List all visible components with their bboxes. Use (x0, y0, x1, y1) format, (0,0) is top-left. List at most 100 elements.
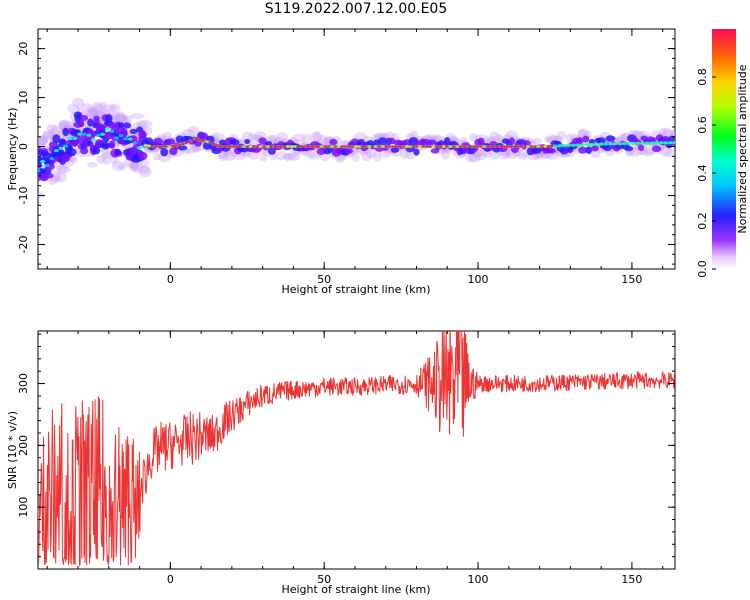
heatmap-halo (58, 121, 69, 130)
heatmap-peak (231, 145, 236, 148)
heatmap-core (90, 138, 96, 142)
heatmap-peak (529, 145, 534, 148)
heatmap-halo (138, 119, 153, 128)
heatmap-peak (177, 143, 182, 146)
heatmap-band (265, 140, 273, 147)
heatmap-peak (208, 141, 212, 144)
heatmap-band (144, 137, 154, 145)
heatmap-halo (287, 152, 301, 161)
heatmap-halo (102, 104, 117, 112)
heatmap-core (626, 141, 632, 146)
heatmap-band (79, 147, 89, 155)
heatmap-core (640, 141, 646, 145)
heatmap-core (552, 144, 558, 148)
heatmap-peak (319, 145, 324, 148)
heatmap-peak (147, 144, 151, 148)
heatmap-core (658, 141, 664, 145)
heatmap-band (596, 137, 606, 145)
spectrogram-panel: 0 50 100 150 -20 -10 0 10 20 Height of straight … (6, 28, 676, 296)
heatmap-halo (301, 133, 311, 143)
spectrogram-ylabel: Frequency (Hz) (6, 108, 19, 191)
heatmap-band (123, 122, 132, 129)
heatmap-peak (238, 145, 243, 148)
heatmap-halo (136, 120, 148, 128)
heatmap-halo (67, 103, 80, 114)
heatmap-halo (248, 132, 258, 142)
heatmap-peak (198, 138, 202, 142)
heatmap-halo (101, 147, 113, 157)
heatmap-band (651, 145, 662, 153)
heatmap-band (137, 151, 148, 161)
heatmap-halo (275, 151, 287, 161)
heatmap-band (165, 138, 176, 145)
heatmap-halo (565, 133, 574, 145)
heatmap-band (153, 137, 164, 146)
heatmap-halo (48, 178, 57, 185)
heatmap-band (230, 139, 240, 146)
heatmap-halo (276, 132, 289, 142)
snr-panel: 0 50 100 150 100 200 300 Height of straight li… (6, 330, 676, 596)
heatmap-core (49, 156, 55, 161)
heatmap-halo (98, 102, 108, 110)
heatmap-band (377, 137, 388, 146)
spectrogram-ytick-label: 0 (17, 143, 30, 150)
heatmap-core (654, 141, 660, 145)
heatmap-band (71, 138, 79, 147)
snr-xtick-label: 50 (317, 573, 331, 586)
heatmap-band (62, 127, 70, 137)
heatmap-band (591, 145, 599, 152)
heatmap-peak (245, 145, 250, 148)
heatmap-halo (130, 162, 140, 171)
heatmap-core (104, 127, 110, 131)
snr-series-line (38, 331, 675, 567)
heatmap-halo (305, 151, 315, 159)
heatmap-peak (411, 145, 415, 148)
heatmap-peak (485, 145, 490, 148)
heatmap-halo (38, 134, 50, 143)
heatmap-halo (96, 154, 106, 165)
heatmap-peak (336, 145, 341, 148)
heatmap-peak (374, 145, 378, 148)
heatmap-peak (194, 138, 199, 141)
heatmap-halo (259, 152, 268, 162)
heatmap-halo (548, 135, 562, 143)
heatmap-peak (435, 145, 439, 148)
heatmap-peak (326, 145, 331, 148)
heatmap-band (129, 128, 138, 135)
heatmap-halo (476, 152, 487, 161)
heatmap-band (160, 147, 169, 157)
heatmap-peak (431, 145, 436, 148)
heatmap-peak (201, 139, 206, 143)
heatmap-core (584, 143, 590, 147)
heatmap-peak (289, 145, 294, 148)
heatmap-peak (502, 145, 507, 148)
heatmap-core (672, 141, 675, 145)
heatmap-peak (235, 145, 239, 148)
heatmap-peak (546, 144, 551, 148)
heatmap-halo (312, 131, 322, 143)
heatmap-halo (117, 163, 127, 170)
heatmap-core (95, 133, 101, 137)
heatmap-peak (228, 145, 233, 148)
heatmap-halo (284, 152, 293, 162)
heatmap-peak (387, 145, 392, 148)
snr-ticks: 0 50 100 150 100 200 300 (17, 331, 675, 586)
heatmap-peak (218, 145, 222, 148)
heatmap-peak (299, 145, 304, 148)
heatmap-halo (111, 160, 125, 172)
colorbar-tick-label: 0.4 (696, 164, 709, 182)
heatmap-peak (292, 145, 297, 148)
heatmap-peak (363, 145, 368, 148)
spectrogram-ytick-label: -10 (17, 187, 30, 205)
snr-ytick-label: 300 (17, 373, 30, 394)
heatmap-core (598, 142, 604, 146)
heatmap-halo (291, 133, 306, 142)
heatmap-core (594, 142, 600, 146)
heatmap-peak (343, 145, 348, 148)
heatmap-peak (448, 145, 453, 148)
heatmap-peak (377, 145, 382, 148)
heatmap-halo (64, 120, 75, 130)
heatmap-peak (353, 145, 358, 148)
heatmap-halo (505, 130, 519, 142)
